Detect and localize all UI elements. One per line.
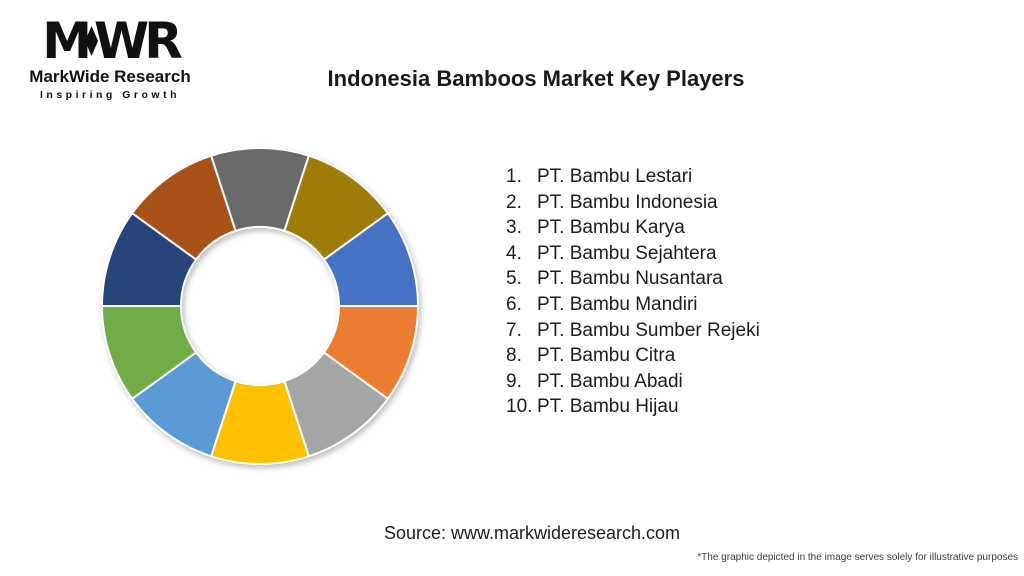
logo-name: MarkWide Research (29, 67, 191, 86)
list-item-number: 8. (506, 345, 522, 367)
list-item: 6. PT. Bambu Mandiri (506, 292, 760, 318)
list-item-number: 9. (506, 370, 522, 392)
list-item-label: PT. Bambu Hijau (537, 396, 679, 418)
list-item-number: 7. (506, 319, 522, 341)
logo-letter-r: R (144, 12, 182, 70)
markwide-logo: M W R MarkWide Research Inspiring Growth (28, 16, 192, 101)
list-item-label: PT. Bambu Nusantara (537, 268, 723, 290)
list-item-label: PT. Bambu Mandiri (537, 293, 698, 315)
list-item-label: PT. Bambu Lestari (537, 166, 693, 187)
list-item-number: 3. (506, 217, 522, 239)
list-item-number: 10. (506, 396, 533, 418)
source-text: Source: www.markwideresearch.com (383, 523, 681, 543)
list-item: 3. PT. Bambu Karya (506, 215, 760, 241)
donut-chart (101, 146, 419, 466)
list-item-number: 4. (506, 242, 522, 264)
list-item: 7. PT. Bambu Sumber Rejeki (506, 318, 760, 344)
key-players-list: 1. PT. Bambu Lestari 2. PT. Bambu Indonesi… (506, 164, 760, 420)
logo-letter-w: W (94, 12, 149, 70)
list-item-number: 6. (506, 293, 522, 315)
logo-mwr-mark: M W R (28, 16, 192, 66)
logo-letter-m: M (42, 12, 92, 70)
donut-slice-10 (283, 154, 389, 261)
list-item: 9. PT. Bambu Abadi (506, 369, 760, 395)
list-item-number: 1. (506, 166, 522, 187)
list-item-number: 2. (506, 191, 522, 213)
list-item: 5. PT. Bambu Nusantara (506, 266, 760, 292)
list-item: 10. PT. Bambu Hijau (506, 394, 760, 420)
list-item-label: PT. Bambu Sumber Rejeki (537, 319, 760, 341)
list-item: 1. PT. Bambu Lestari (506, 164, 760, 190)
list-item-label: PT. Bambu Indonesia (537, 191, 718, 213)
disclaimer-text: *The graphic depicted in the image serve… (697, 552, 1018, 563)
list-item: 8. PT. Bambu Citra (506, 343, 760, 369)
list-item-number: 5. (506, 268, 522, 290)
page-title: Indonesia Bamboos Market Key Players (327, 66, 745, 91)
list-item: 2. PT. Bambu Indonesia (506, 190, 760, 216)
diamond-icon (85, 26, 99, 56)
list-item-label: PT. Bambu Sejahtera (537, 242, 717, 264)
list-item-label: PT. Bambu Citra (537, 345, 676, 367)
logo-tagline: Inspiring Growth (40, 89, 180, 101)
donut-chart-container (95, 141, 425, 471)
list-item-label: PT. Bambu Abadi (537, 370, 683, 392)
list-item-label: PT. Bambu Karya (537, 217, 685, 239)
list-item: 4. PT. Bambu Sejahtera (506, 241, 760, 267)
